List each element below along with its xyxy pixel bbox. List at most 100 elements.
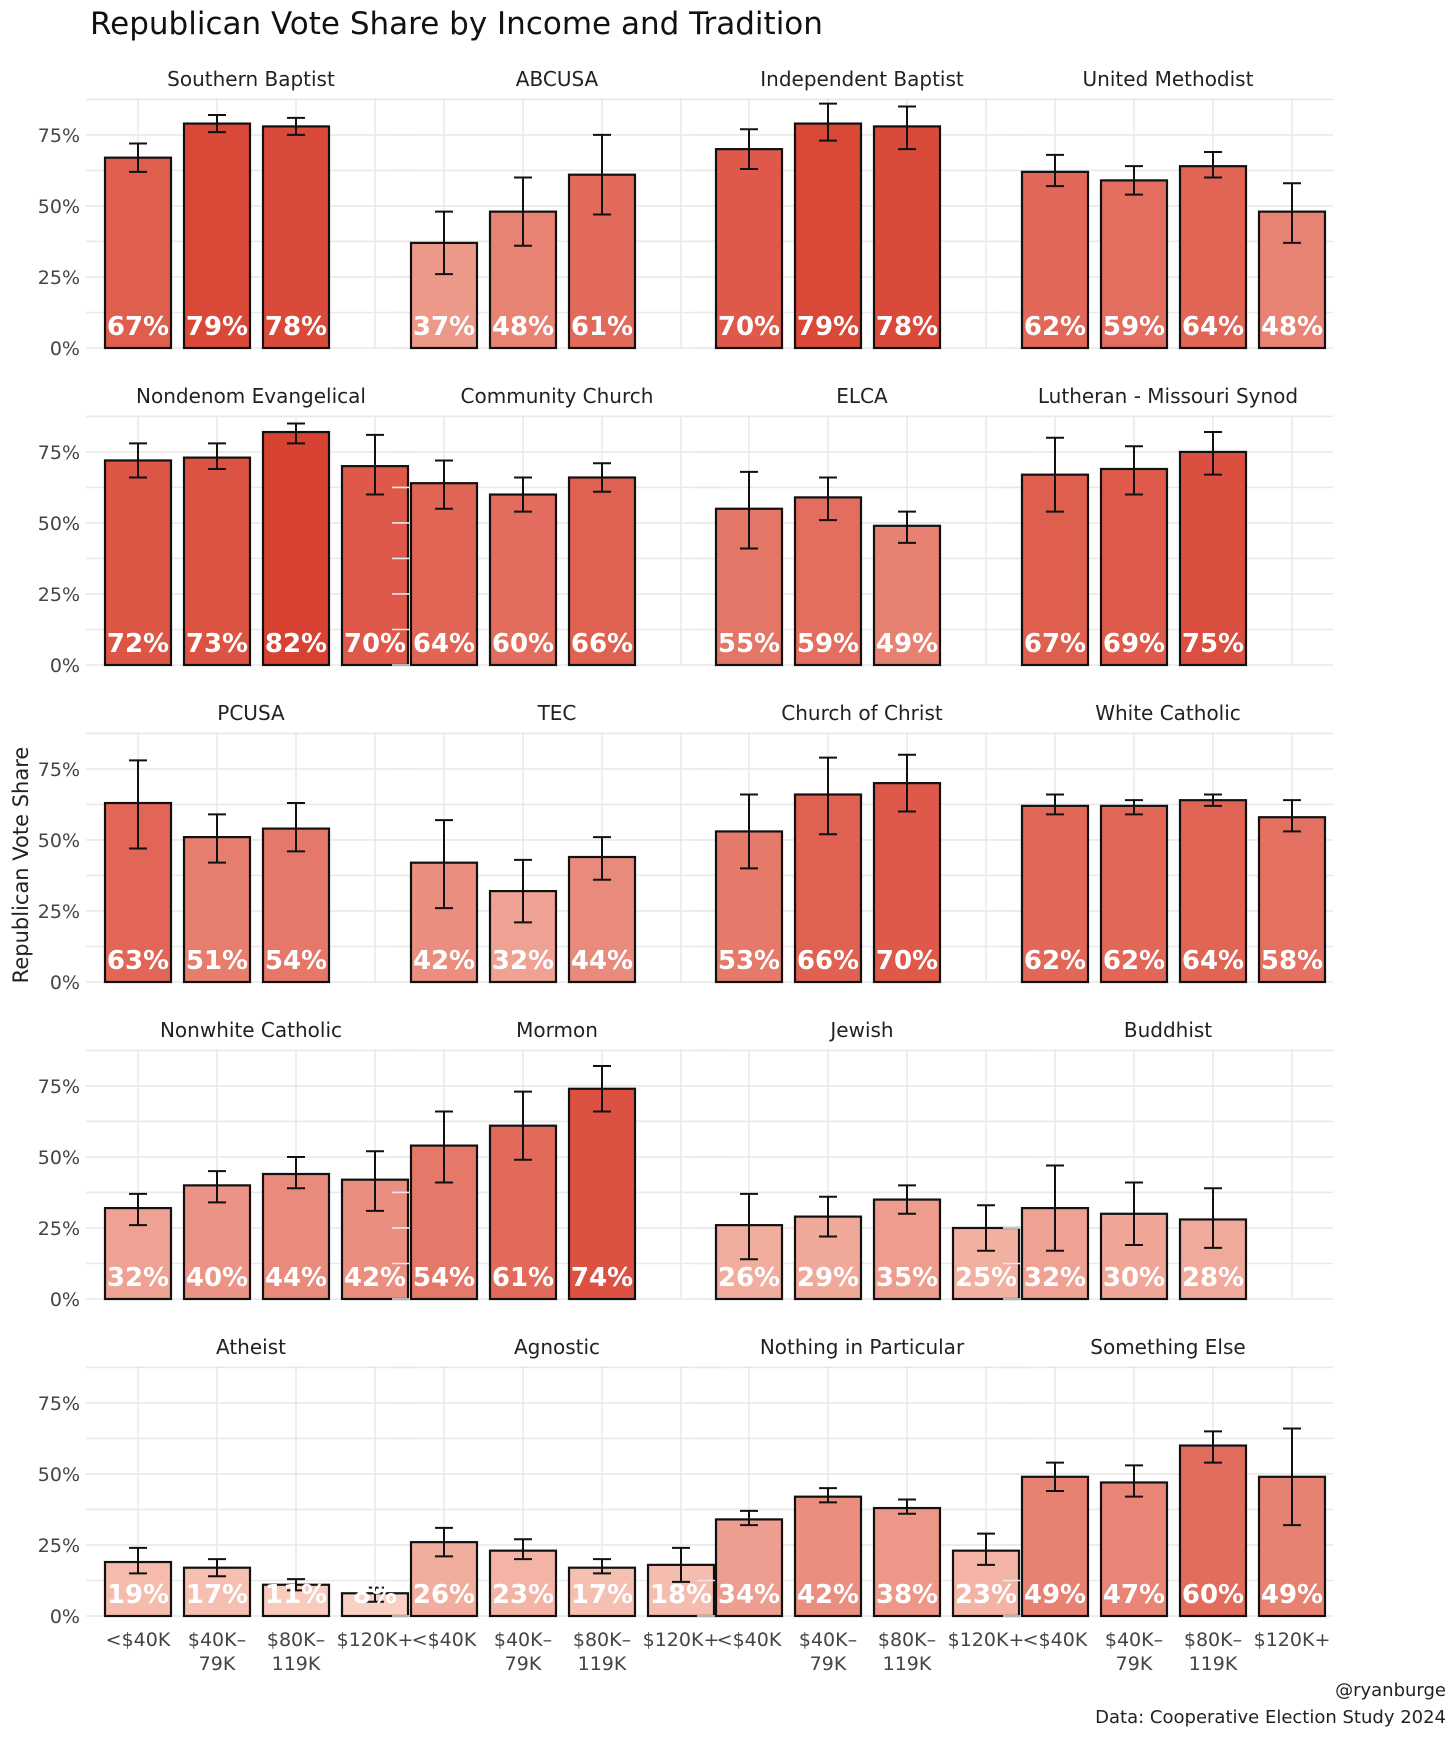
bar-value-label: 63% (107, 946, 169, 976)
bar-value-label: 64% (1182, 312, 1244, 342)
bar-value-label: 79% (186, 312, 248, 342)
bar-value-label: 17% (186, 1580, 248, 1610)
bar-value-label: 66% (571, 629, 633, 659)
bar (103, 156, 173, 350)
bar-value-label: 34% (718, 1580, 780, 1610)
bar-value-label: 23% (955, 1580, 1017, 1610)
bar-value-label: 40% (186, 1263, 248, 1293)
bar (340, 465, 410, 667)
bar-value-label: 62% (1103, 946, 1165, 976)
facet-panels: Southern Baptist 0% 25% 50% 75% 67% 79% 78% ABCU… (38, 67, 1333, 1628)
facet-title: Southern Baptist (167, 67, 335, 91)
bar-value-label: 8% (353, 1580, 397, 1610)
x-tick-label: 79K (1116, 1653, 1153, 1675)
facet-panel: PCUSA 0% 25% 50% 75% 63% 51% 54% (38, 701, 416, 994)
facet-panel: White Catholic 62% 62% 64% 58% (1003, 701, 1333, 984)
bar (793, 122, 863, 350)
bar-value-label: 67% (1024, 629, 1086, 659)
chart-title: Republican Vote Share by Income and Trad… (90, 6, 823, 42)
bar-value-label: 47% (1103, 1580, 1165, 1610)
bar-value-label: 23% (492, 1580, 554, 1610)
bar-value-label: 62% (1024, 312, 1086, 342)
facet-panel: Southern Baptist 0% 25% 50% 75% 67% 79% 78% (38, 67, 416, 360)
facet-title: Lutheran - Missouri Synod (1038, 384, 1298, 408)
bar (872, 782, 942, 984)
facet-title: Independent Baptist (760, 67, 964, 91)
bar-value-label: 32% (107, 1263, 169, 1293)
bar-value-label: 61% (492, 1263, 554, 1293)
y-tick-label: 25% (38, 901, 80, 923)
y-tick-label: 25% (38, 267, 80, 289)
bar (1099, 467, 1169, 667)
bar-value-label: 42% (344, 1263, 406, 1293)
y-tick-label: 75% (38, 1393, 80, 1415)
bar (488, 1549, 558, 1618)
y-tick-label: 25% (38, 1218, 80, 1240)
bar-value-label: 48% (492, 312, 554, 342)
x-tick-label: $40K– (494, 1629, 552, 1651)
bar-value-label: 75% (1182, 629, 1244, 659)
x-tick-label: $40K– (188, 1629, 246, 1651)
bar-value-label: 26% (718, 1263, 780, 1293)
bar-value-label: 17% (571, 1580, 633, 1610)
facet-title: Nothing in Particular (760, 1335, 965, 1359)
facet-title: Jewish (828, 1018, 893, 1042)
x-tick-label: $40K– (1105, 1629, 1163, 1651)
facet-panel: Church of Christ 53% 66% 70% (697, 701, 1027, 984)
bar (872, 1198, 942, 1301)
bar (182, 1566, 252, 1618)
bar (1099, 1481, 1169, 1618)
bar-value-label: 18% (650, 1580, 712, 1610)
bar (182, 122, 252, 350)
facet-title: Church of Christ (781, 701, 943, 725)
facet-panel: Nondenom Evangelical 0% 25% 50% 75% 72% 73% 82%… (38, 384, 416, 677)
x-tick-label: $120K+ (337, 1629, 414, 1651)
bar-value-label: 69% (1103, 629, 1165, 659)
facet-title: ELCA (836, 384, 888, 408)
bar-value-label: 72% (107, 629, 169, 659)
bar (261, 430, 331, 667)
y-tick-label: 50% (38, 830, 80, 852)
bar-value-label: 70% (876, 946, 938, 976)
bar-value-label: 49% (1024, 1580, 1086, 1610)
facet-title: Nonwhite Catholic (160, 1018, 342, 1042)
bar-value-label: 26% (413, 1580, 475, 1610)
bar (793, 496, 863, 667)
bar-value-label: 44% (265, 1263, 327, 1293)
x-tick-label: $80K– (1184, 1629, 1242, 1651)
bar-value-label: 78% (265, 312, 327, 342)
facet-panel: Something Else 49% 47% 60% 49% (1003, 1335, 1333, 1618)
bar (409, 482, 479, 667)
y-tick-label: 0% (50, 972, 80, 994)
facet-panel: Atheist 0% 25% 50% 75% 19% 17% 11% 8% (38, 1335, 416, 1628)
facet-panel: United Methodist 62% 59% 64% 48% (1003, 67, 1333, 350)
bar-value-label: 44% (571, 946, 633, 976)
bar (409, 1144, 479, 1301)
bar-value-label: 64% (1182, 946, 1244, 976)
bar-value-label: 42% (797, 1580, 859, 1610)
x-tick-label: $80K– (878, 1629, 936, 1651)
x-tick-label: <$40K (1023, 1629, 1088, 1651)
bar (793, 1495, 863, 1618)
bar (1178, 450, 1248, 667)
y-tick-label: 0% (50, 338, 80, 360)
facet-title: Something Else (1090, 1335, 1245, 1359)
x-tick-label: $120K+ (643, 1629, 720, 1651)
facet-title: Atheist (216, 1335, 286, 1359)
bar-value-label: 48% (1261, 312, 1323, 342)
bar-value-label: 67% (107, 312, 169, 342)
y-tick-label: 25% (38, 584, 80, 606)
bar-value-label: 82% (265, 629, 327, 659)
bar-value-label: 73% (186, 629, 248, 659)
x-tick-label: <$40K (412, 1629, 477, 1651)
bar-value-label: 37% (413, 312, 475, 342)
facet-panel: Independent Baptist 70% 79% 78% (697, 67, 1027, 350)
facet-title: White Catholic (1095, 701, 1241, 725)
bar-value-label: 32% (492, 946, 554, 976)
x-tick-label: <$40K (106, 1629, 171, 1651)
y-tick-label: 75% (38, 1076, 80, 1098)
x-tick-label: $120K+ (948, 1629, 1025, 1651)
bar-value-label: 70% (718, 312, 780, 342)
bar-value-label: 59% (797, 629, 859, 659)
